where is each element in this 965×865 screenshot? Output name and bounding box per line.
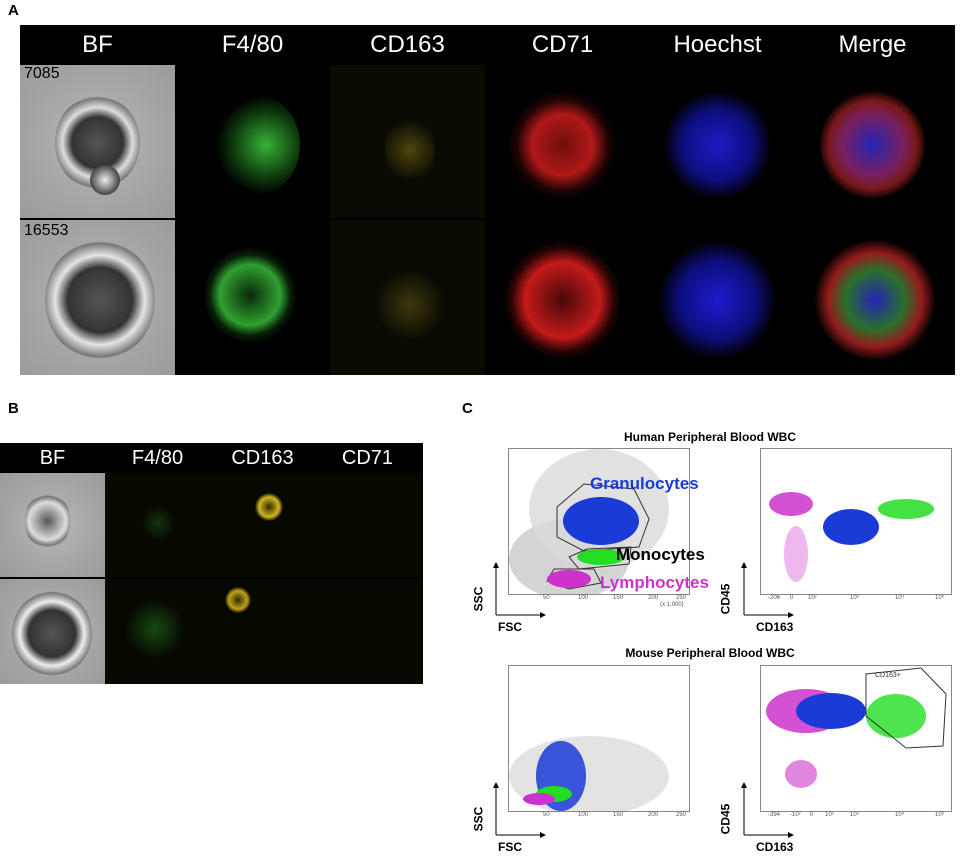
lymphocytes-label: Lymphocytes — [600, 573, 709, 592]
image-merge-row2 — [795, 220, 955, 375]
column-header-merge: Merge — [838, 31, 907, 58]
image-f480-row1 — [175, 65, 330, 218]
human-scatter-xtick: 150 — [613, 595, 624, 601]
image-cd163-row1 — [330, 65, 485, 218]
lymphocyte-cluster — [547, 570, 591, 588]
image-cd71-row1 — [485, 65, 640, 218]
b-image-fluor-row1 — [105, 473, 423, 577]
human-ssc-label: SSC — [471, 586, 486, 612]
image-cd163-row2 — [330, 220, 485, 375]
human-scatter-xtick: 250 — [676, 595, 687, 601]
image-hoechst-row1 — [640, 65, 795, 218]
mouse-cd163-xtick: 10² — [825, 812, 834, 818]
mouse-fsc-label: FSC — [498, 840, 522, 854]
mouse-scatter-xtick: 200 — [648, 812, 659, 818]
human-scatter-xtick: 100 — [578, 595, 589, 601]
human-cd163-xtick: 10⁵ — [935, 595, 945, 601]
cd163-gate — [865, 667, 947, 749]
mouse-cd163-xtick: -10² — [790, 812, 801, 818]
mouse-cd163-xtick: -394 — [768, 812, 781, 818]
image-hoechst-row2 — [640, 220, 795, 375]
monocyte-gate — [568, 546, 632, 570]
b-column-header-cd71: CD71 — [341, 447, 394, 469]
row-label-7085: 7085 — [24, 65, 60, 82]
human-scatter-xscale: (x 1,000) — [660, 602, 684, 608]
b-column-header-cd163: CD163 — [231, 447, 294, 469]
b-image-bf-row1 — [0, 473, 105, 577]
human-scatter-svg — [509, 449, 669, 599]
granulocyte-gate — [556, 483, 650, 552]
mouse-cd45-green-cluster — [866, 694, 926, 738]
mouse-cd45-plot — [760, 665, 952, 812]
mouse-scatter-xtick: 100 — [578, 812, 589, 818]
mouse-cd163-xtick: 10⁵ — [935, 812, 945, 818]
mouse-ssc-label: SSC — [471, 806, 486, 832]
mouse-cd163-xtick: 10⁴ — [895, 812, 905, 818]
mouse-cd45-label: CD45 — [718, 803, 733, 835]
mouse-scatter-xtick: 250 — [676, 812, 687, 818]
image-f480-row2 — [175, 220, 330, 375]
human-cd163-label: CD163 — [756, 620, 794, 634]
human-fsc-label: FSC — [498, 620, 522, 634]
human-chart-title: Human Peripheral Blood WBC — [623, 430, 796, 444]
mouse-scatter-xtick: 150 — [613, 812, 624, 818]
b-column-header-bf: BF — [39, 447, 66, 469]
mouse-cd163-xtick: 10³ — [850, 812, 859, 818]
image-bf-row2 — [20, 220, 175, 375]
b-column-header-f480: F4/80 — [131, 447, 184, 469]
mouse-scatter-xtick: 50 — [543, 812, 550, 818]
panel-a-header: BF F4/80 CD163 CD71 Hoechst Merge — [20, 25, 955, 65]
granulocyte-cluster — [563, 497, 639, 545]
column-header-bf: BF — [82, 31, 113, 58]
row-label-16553: 16553 — [24, 222, 69, 239]
mouse-scatter-plot — [508, 665, 690, 816]
b-image-bf-row2 — [0, 579, 105, 684]
human-cd163-xtick: 0 — [790, 595, 794, 601]
column-header-cd71: CD71 — [531, 31, 594, 58]
human-scatter-xtick: 200 — [648, 595, 659, 601]
panel-b-header: BF F4/80 CD163 CD71 — [0, 443, 423, 473]
b-image-fluor-row2 — [105, 579, 423, 684]
human-cd45-svg — [769, 492, 934, 582]
human-scatter-xtick: 50 — [543, 595, 550, 601]
mouse-scatter-svg — [509, 736, 669, 816]
human-cd163-xtick: -206 — [768, 595, 781, 601]
human-cd45-mono-cluster — [878, 499, 934, 519]
panel-letter-b: B — [8, 400, 19, 417]
mouse-cd163-label: CD163 — [756, 840, 794, 854]
human-scatter-axes-arrows — [493, 562, 546, 618]
human-scatter-plot — [508, 448, 690, 599]
human-cd163-xtick: 10⁴ — [895, 595, 905, 601]
monocyte-cluster — [577, 549, 625, 565]
panel-letter-c: C — [462, 400, 473, 417]
human-cd45-plot — [760, 448, 952, 595]
human-cd45-gran-cluster — [823, 509, 879, 545]
human-cd163-xtick: 10² — [808, 595, 817, 601]
mouse-cd163-xtick: 0 — [810, 812, 814, 818]
human-cd45-lymph-cluster — [769, 492, 813, 516]
monocytes-label: Monocytes — [616, 545, 705, 564]
mouse-cd45-axes-arrows — [741, 782, 794, 838]
image-bf-row1 — [20, 65, 175, 218]
image-cd71-row2 — [485, 220, 640, 375]
mouse-magenta-cluster — [523, 793, 555, 805]
column-header-f480: F4/80 — [221, 31, 284, 58]
column-header-hoechst: Hoechst — [673, 31, 762, 58]
panel-b: BF F4/80 CD163 CD71 — [0, 443, 423, 684]
human-cd45-label: CD45 — [718, 583, 733, 615]
human-cd45-axes-arrows — [741, 562, 794, 618]
panel-letter-a: A — [8, 2, 19, 19]
granulocytes-label: Granulocytes — [590, 474, 699, 493]
mouse-cd45-svg — [766, 667, 947, 788]
mouse-chart-title: Mouse Peripheral Blood WBC — [625, 646, 795, 660]
image-merge-row1 — [795, 65, 955, 218]
panel-a: BF F4/80 CD163 CD71 Hoechst Merge 7085 1… — [20, 25, 955, 375]
human-cd163-xtick: 10³ — [850, 595, 859, 601]
column-header-cd163: CD163 — [370, 31, 445, 58]
cd163-gate-label: CD163+ — [875, 672, 901, 679]
mouse-cd45-blue-cluster — [796, 693, 866, 729]
mouse-scatter-axes-arrows — [493, 782, 546, 838]
